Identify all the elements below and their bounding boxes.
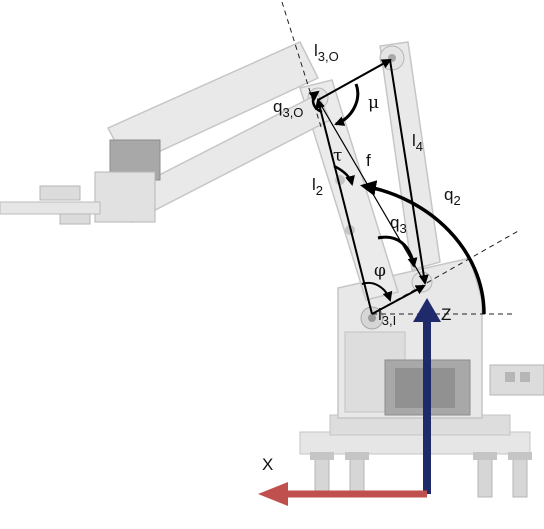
- label-phi: φ: [374, 261, 386, 281]
- vector-l4: [389, 59, 429, 285]
- arc-q3o: [308, 90, 323, 114]
- arc-tau: [333, 164, 355, 186]
- robot-end-effector: [0, 139, 161, 225]
- label-x-axis: X: [262, 455, 273, 474]
- kinematic-vectors: [315, 59, 429, 315]
- label-mu: μ: [368, 93, 379, 113]
- label-l3i: l3,I: [378, 305, 396, 328]
- robot-upper-arm: [299, 41, 441, 301]
- label-q2: q2: [444, 185, 461, 208]
- label-l3o: l3,O: [314, 41, 339, 64]
- label-l2: l2: [312, 175, 323, 198]
- label-q3: q3: [390, 213, 407, 236]
- vector-l3i: [371, 285, 426, 315]
- coordinate-axes: [258, 298, 441, 506]
- vector-l2: [315, 98, 373, 315]
- angle-arcs: [308, 83, 486, 315]
- label-f: f: [366, 151, 371, 170]
- arc-mu: [334, 83, 360, 126]
- vector-l3o: [317, 59, 392, 101]
- z-axis-arrowhead: [413, 298, 441, 322]
- robot-base: [299, 414, 532, 498]
- label-q3o: q3,O: [273, 97, 303, 120]
- label-l4: l4: [412, 131, 423, 154]
- arc-q2: [360, 180, 486, 315]
- x-axis-arrowhead: [258, 482, 288, 506]
- robot-arm-illustration: [0, 41, 544, 498]
- diagram-labels: l3,O l4 q3,O μ τ f l2 q2 q3 φ l3,I Z X: [262, 41, 461, 474]
- arc-q3: [377, 235, 418, 268]
- arc-phi: [361, 282, 393, 302]
- label-z-axis: Z: [441, 305, 451, 324]
- label-tau: τ: [333, 146, 342, 166]
